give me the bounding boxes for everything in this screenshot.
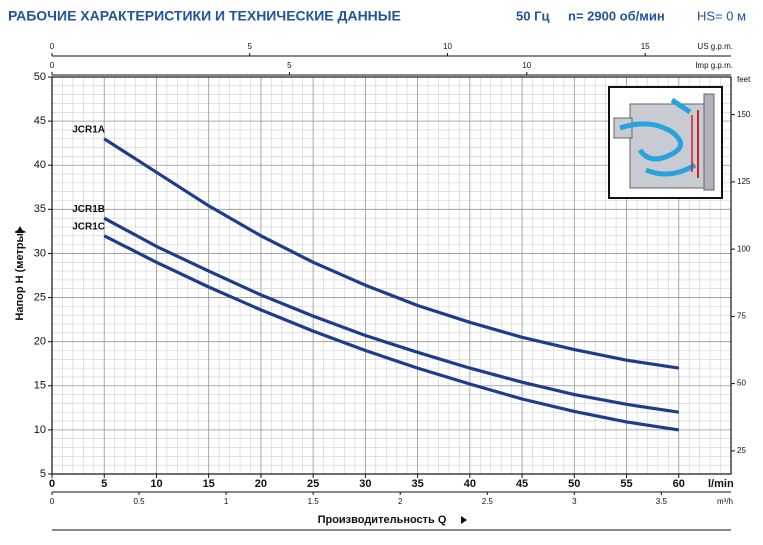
pump-image: [608, 86, 723, 199]
bottom-tick-label: 3: [572, 497, 577, 506]
bottom-tick-label: 1: [224, 497, 229, 506]
y-tick-label: 40: [34, 159, 46, 171]
bottom-tick-label: 2: [398, 497, 403, 506]
top-tick-label: 10: [522, 61, 531, 70]
x-tick-label: 30: [359, 478, 371, 490]
bottom-tick-label: 3.5: [656, 497, 668, 506]
top-tick-label: 15: [641, 42, 650, 51]
x-tick-label: 55: [620, 478, 632, 490]
x-tick-label: 60: [673, 478, 685, 490]
bottom-tick-label: 0: [50, 497, 55, 506]
series-label: JCR1C: [72, 221, 105, 232]
bottom-tick-label: 2.5: [482, 497, 494, 506]
x-tick-label: 10: [150, 478, 162, 490]
curve: [103, 216, 680, 414]
curve: [103, 137, 680, 370]
x-tick-label: 15: [203, 478, 215, 490]
right-tick-label: 75: [737, 311, 746, 320]
series-label: JCR1B: [72, 204, 105, 215]
arrow: [461, 516, 467, 524]
y-tick-label: 5: [40, 468, 46, 480]
y-tick-label: 35: [34, 203, 46, 215]
axis-unit: US g.p.m.: [697, 42, 733, 51]
bottom-tick-label: 0.5: [133, 497, 145, 506]
frequency: 50 Гц: [516, 8, 549, 23]
y-tick-label: 10: [34, 424, 46, 436]
speed: n= 2900 об/мин: [568, 8, 665, 23]
top-tick-label: 0: [50, 42, 55, 51]
curve: [103, 234, 680, 432]
chart-title: РАБОЧИЕ ХАРАКТЕРИСТИКИ И ТЕХНИЧЕСКИЕ ДАН…: [8, 8, 401, 24]
top-tick-label: 5: [287, 61, 292, 70]
top-tick-label: 5: [248, 42, 253, 51]
x-tick-label: 0: [49, 478, 55, 490]
suction: HS= 0 м: [697, 8, 746, 23]
plot-frame: [51, 76, 732, 475]
top-tick-label: 10: [443, 42, 452, 51]
axis-unit: Imp g.p.m.: [695, 61, 733, 70]
y-tick-label: 30: [34, 247, 46, 259]
x-tick-label: 50: [568, 478, 580, 490]
y-tick-label: 50: [34, 71, 46, 83]
right-tick-label: 125: [737, 177, 751, 186]
right-tick-label: 25: [737, 446, 746, 455]
x-tick-label: 35: [411, 478, 423, 490]
top-tick-label: 0: [50, 61, 55, 70]
x-tick-label: 20: [255, 478, 267, 490]
y-tick-label: 15: [34, 380, 46, 392]
right-tick-label: 150: [737, 110, 751, 119]
x-tick-label: 40: [464, 478, 476, 490]
y-tick-label: 20: [34, 336, 46, 348]
y-axis-label: Напор H (метры): [14, 229, 26, 320]
series-label: JCR1A: [72, 124, 105, 135]
x-tick-label: 25: [307, 478, 319, 490]
bottom-tick-label: 1.5: [308, 497, 320, 506]
y-tick-label: 25: [34, 291, 46, 303]
x-axis-label: Производительность Q: [318, 514, 447, 526]
right-tick-label: 50: [737, 379, 746, 388]
right-tick-label: 100: [737, 244, 751, 253]
axis-unit: m³/h: [717, 497, 733, 506]
x-tick-label: 5: [101, 478, 107, 490]
arrow: [16, 226, 24, 233]
axis-unit: feet: [737, 75, 751, 84]
x-tick-label: 45: [516, 478, 528, 490]
y-tick-label: 45: [34, 115, 46, 127]
x-unit: l/min: [708, 478, 734, 490]
